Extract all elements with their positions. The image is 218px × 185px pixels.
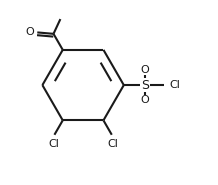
Text: O: O	[141, 65, 150, 75]
Text: O: O	[25, 27, 34, 37]
Text: Cl: Cl	[48, 139, 59, 149]
Text: Cl: Cl	[107, 139, 118, 149]
Text: S: S	[141, 79, 149, 92]
Text: Cl: Cl	[170, 80, 180, 90]
Text: O: O	[141, 95, 150, 105]
